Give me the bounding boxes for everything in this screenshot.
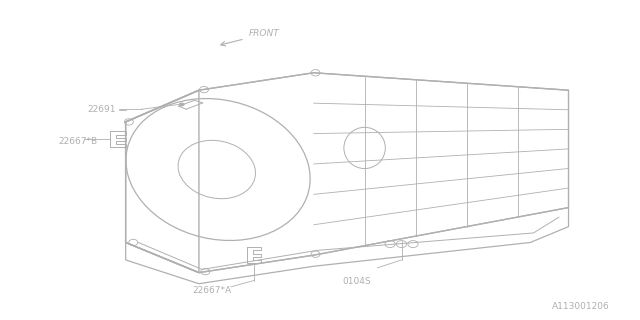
Text: 22667*B: 22667*B [59, 137, 98, 146]
Text: 0104S: 0104S [342, 277, 371, 286]
Text: FRONT: FRONT [248, 28, 280, 37]
Text: 22691: 22691 [88, 105, 116, 114]
Ellipse shape [179, 103, 184, 106]
Text: 22667*A: 22667*A [193, 286, 232, 295]
Text: A113001206: A113001206 [552, 302, 610, 311]
